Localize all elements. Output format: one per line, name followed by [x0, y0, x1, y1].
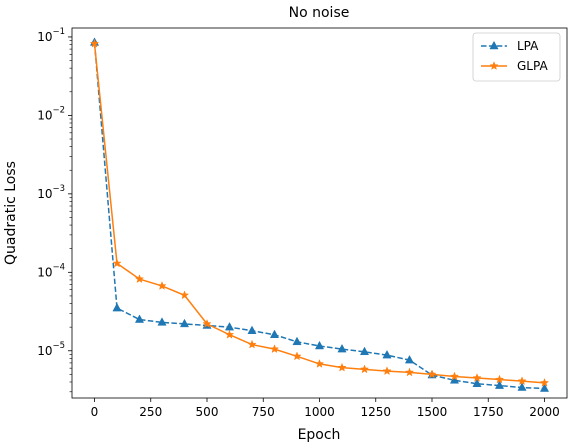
- data-point-lpa: [382, 349, 392, 359]
- legend-item-glpa: GLPA: [481, 59, 548, 73]
- legend-item-lpa: LPA: [481, 39, 539, 53]
- data-point-lpa: [494, 380, 505, 389]
- data-point-lpa: [157, 317, 167, 326]
- y-axis-label: Quadratic Loss: [3, 161, 19, 265]
- data-point-glpa: [494, 374, 505, 384]
- data-point-lpa: [404, 354, 415, 364]
- data-point-glpa: [359, 364, 370, 374]
- x-axis-label: Epoch: [298, 427, 341, 443]
- legend-label-lpa: LPA: [517, 39, 539, 53]
- x-tick-label: 1250: [360, 405, 391, 419]
- data-point-glpa: [314, 358, 325, 368]
- data-point-glpa: [292, 351, 302, 361]
- series-glpa: [89, 38, 550, 387]
- legend: LPA GLPA: [472, 32, 561, 82]
- data-point-glpa: [382, 366, 392, 376]
- data-point-glpa: [449, 371, 460, 381]
- data-point-glpa: [404, 367, 415, 377]
- data-point-lpa: [539, 383, 550, 392]
- data-point-glpa: [427, 369, 437, 379]
- data-point-glpa: [134, 274, 145, 284]
- data-point-glpa: [337, 362, 347, 372]
- data-point-lpa: [247, 325, 257, 334]
- y-axis: 10−5 10−4 10−3 10−2 10−1: [37, 27, 72, 393]
- y-tick-label: 10−3: [37, 184, 65, 201]
- data-point-lpa: [517, 382, 527, 391]
- y-tick-label: 10−2: [37, 105, 65, 122]
- legend-marker-lpa: [489, 40, 499, 50]
- data-point-lpa: [179, 318, 190, 328]
- x-tick-label: 250: [139, 405, 162, 419]
- x-tick-label: 500: [196, 405, 219, 419]
- data-point-glpa: [539, 377, 550, 387]
- data-point-lpa: [134, 314, 145, 323]
- data-point-glpa: [472, 373, 482, 382]
- data-point-lpa: [224, 322, 235, 331]
- data-point-glpa: [269, 344, 280, 354]
- x-tick-label: 0: [91, 405, 99, 419]
- data-point-glpa: [112, 258, 122, 268]
- data-point-lpa: [472, 378, 482, 387]
- series-line-glpa: [93, 43, 545, 384]
- data-point-lpa: [337, 343, 347, 353]
- series-line-lpa: [93, 42, 545, 390]
- chart-title: No noise: [289, 5, 350, 21]
- y-tick-label: 10−5: [37, 341, 65, 358]
- legend-label-glpa: GLPA: [517, 59, 548, 73]
- x-axis: 0 250 500 750 1000 1250 1500 1750 2000: [91, 398, 560, 419]
- y-tick-label: 10−1: [37, 27, 65, 44]
- data-point-glpa: [202, 318, 212, 328]
- series-lpa: [89, 37, 550, 392]
- data-point-glpa: [157, 281, 167, 290]
- x-tick-label: 1500: [417, 405, 448, 419]
- data-point-lpa: [359, 346, 370, 356]
- data-point-lpa: [292, 336, 302, 346]
- data-point-glpa: [179, 290, 190, 300]
- data-point-glpa: [247, 339, 257, 349]
- x-tick-label: 1750: [473, 405, 504, 419]
- data-point-glpa: [517, 376, 527, 386]
- x-tick-label: 750: [252, 405, 275, 419]
- x-tick-label: 1000: [304, 405, 335, 419]
- data-point-glpa: [224, 329, 235, 339]
- y-tick-label: 10−4: [37, 262, 65, 279]
- plot-area: [89, 37, 550, 392]
- data-point-glpa: [89, 38, 100, 48]
- legend-marker-glpa: [489, 61, 499, 70]
- data-point-lpa: [112, 302, 122, 312]
- data-point-lpa: [269, 329, 280, 338]
- data-point-lpa: [314, 340, 325, 350]
- x-tick-label: 2000: [529, 405, 560, 419]
